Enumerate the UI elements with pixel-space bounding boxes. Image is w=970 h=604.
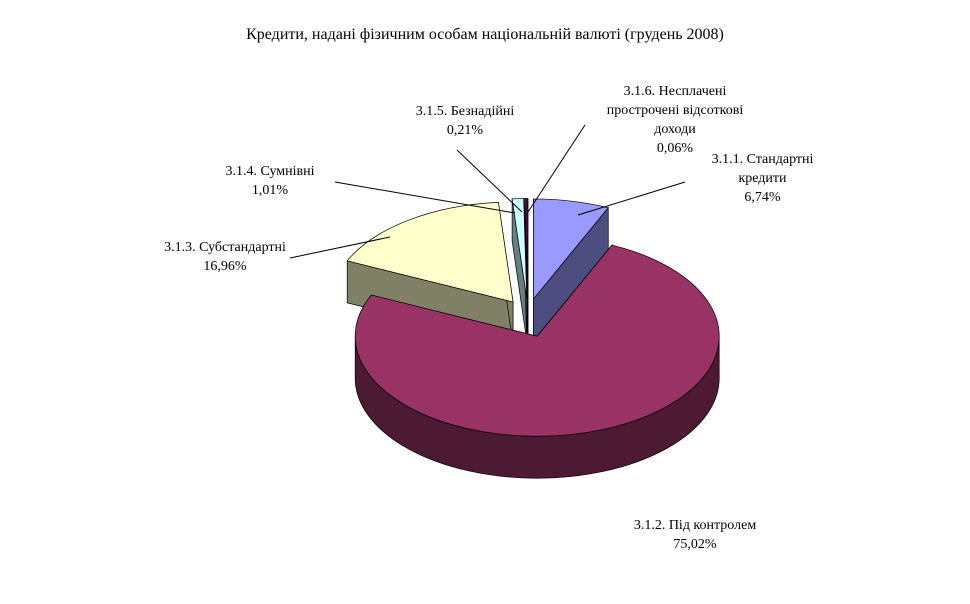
data-label: 3.1.1. Стандартні кредити 6,74%	[700, 150, 825, 207]
category-label: 3.1.2. Під контролем	[633, 518, 757, 533]
slice	[354, 244, 720, 479]
data-label: 3.1.2. Під контролем 75,02%	[610, 516, 780, 554]
category-label: 3.1.1. Стандартні кредити	[711, 152, 814, 186]
value-label: 75,02%	[673, 537, 717, 552]
value-label: 0,06%	[656, 141, 694, 156]
data-label: 3.1.6. Несплачені прострочені відсоткові…	[590, 82, 760, 158]
leader-line	[289, 236, 391, 259]
data-label: 3.1.3. Субстандартні 16,96%	[140, 238, 310, 276]
value-label: 6,74%	[744, 190, 781, 205]
slice-top	[346, 202, 514, 303]
value-label: 0,21%	[446, 123, 484, 138]
slice-top	[533, 198, 609, 300]
category-label: 3.1.5. Безнадійні	[415, 104, 515, 119]
category-label: 3.1.6. Несплачені прострочені відсоткові…	[606, 84, 744, 137]
data-label: 3.1.5. Безнадійні 0,21%	[395, 102, 535, 140]
slice	[511, 198, 528, 341]
value-label: 1,01%	[251, 183, 289, 198]
chart-title: Кредити, надані фізичним особам націонал…	[246, 26, 724, 43]
value-label: 16,96%	[203, 259, 247, 274]
slice	[533, 198, 609, 342]
leader-line	[334, 181, 516, 214]
category-label: 3.1.3. Субстандартні	[164, 240, 286, 255]
data-label: 3.1.4. Сумнівні 1,01%	[205, 162, 335, 200]
leader-line	[527, 124, 586, 213]
category-label: 3.1.4. Сумнівні	[225, 164, 315, 179]
slice-top	[524, 198, 529, 299]
slice-top	[354, 244, 720, 437]
slice-top	[511, 198, 528, 299]
leader-line	[577, 181, 686, 216]
leader-line	[456, 149, 523, 213]
